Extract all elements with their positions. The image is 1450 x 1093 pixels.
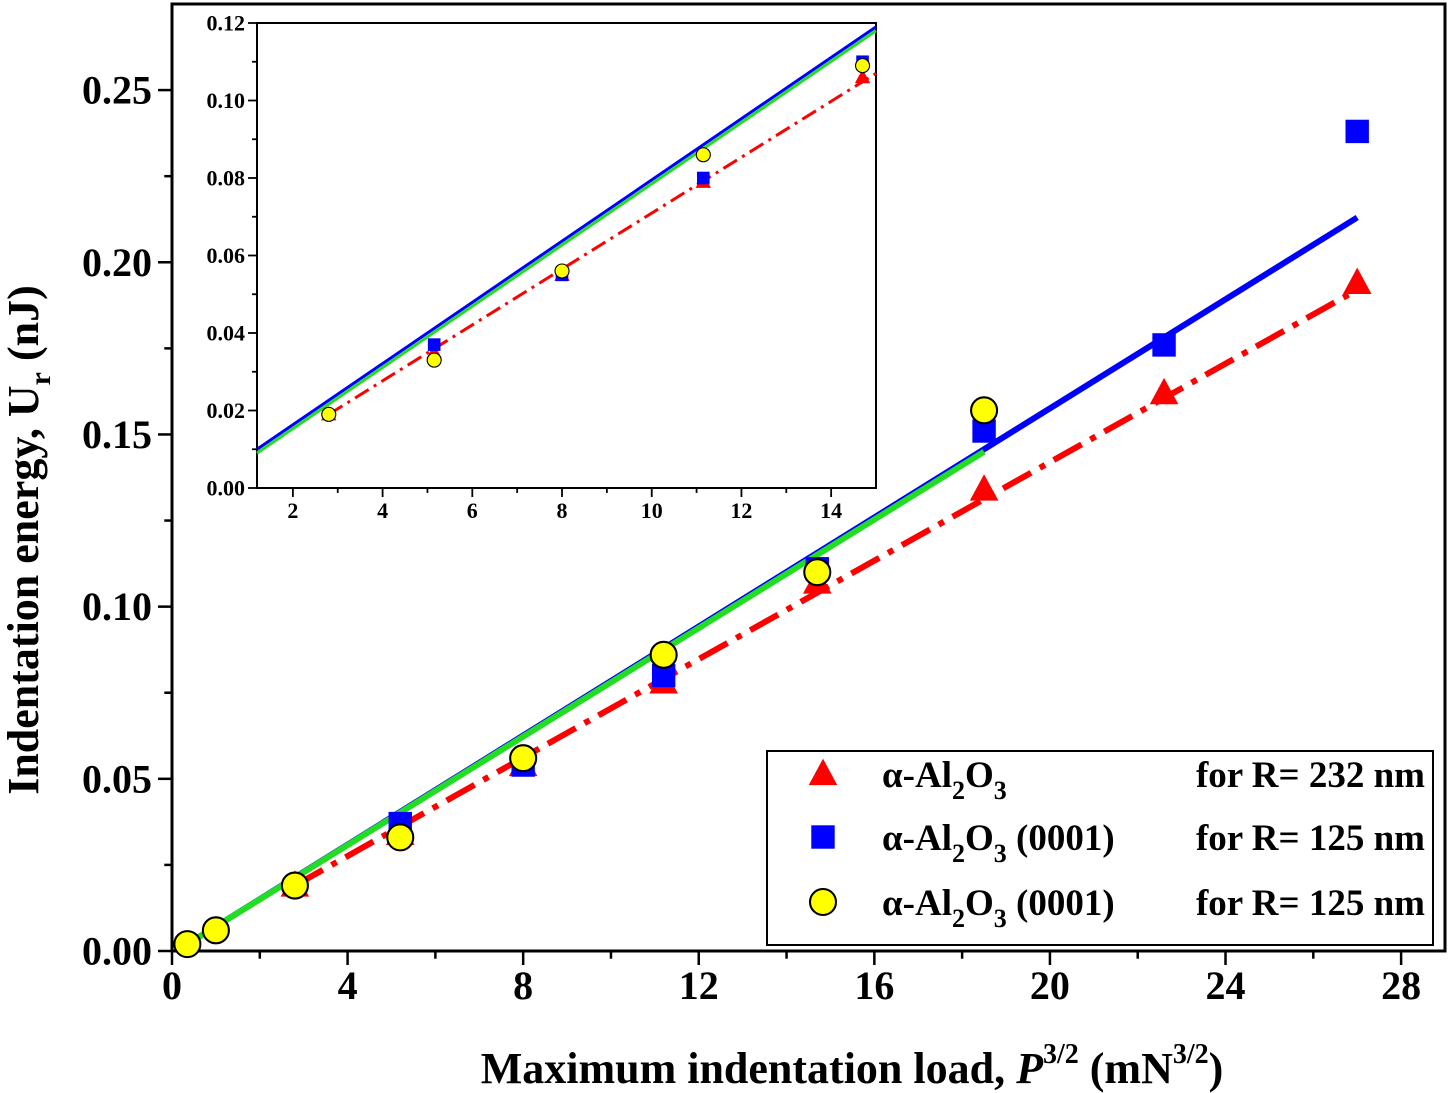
legend-box [766, 750, 1434, 946]
main-circle-point [280, 871, 309, 900]
main-y-tick-label: 0.20 [82, 240, 152, 285]
legend-marker-circle [808, 887, 838, 917]
main-x-tick-label: 16 [854, 963, 894, 1008]
inset-circle-point [321, 406, 337, 422]
main-triangle-point [1342, 267, 1372, 295]
inset-square-point [427, 338, 441, 351]
main-triangle-point [1149, 377, 1179, 405]
inset-x-tick-label: 6 [467, 498, 478, 523]
inset-y-tick-label: 0.00 [207, 475, 246, 500]
main-x-tick-label: 0 [162, 963, 182, 1008]
axis-titles: Maximum indentation load, P3/2 (mN3/2) In… [0, 285, 1223, 1093]
inset-green-fit-line [256, 29, 877, 455]
legend-label: α-Al2O3 [882, 755, 1007, 805]
legend-marker-square [811, 825, 835, 849]
inset-x-tick-label: 4 [377, 498, 388, 523]
legend-note: for R= 125 nm [1196, 818, 1425, 859]
main-circle-point [970, 396, 999, 425]
inset-y-tick-label: 0.12 [207, 10, 246, 35]
x-axis-title: Maximum indentation load, P3/2 (mN3/2) [481, 1039, 1224, 1093]
inset-square-point [697, 171, 710, 185]
main-y-tick-label: 0.10 [82, 584, 152, 629]
main-y-tick-label: 0.00 [82, 929, 152, 974]
main-x-tick-label: 24 [1206, 963, 1246, 1008]
main-y-tick-label: 0.25 [82, 68, 152, 113]
main-plot: 0 4 8 12 16 20 24 280.000.050.100.150.200.25 [82, 2, 1447, 1008]
inset-y-tick-label: 0.04 [207, 320, 246, 345]
inset-circle-point [426, 352, 442, 368]
inset-x-tick-label: 10 [641, 498, 663, 523]
inset-y-tick-label: 0.06 [207, 243, 246, 268]
inset-blue-fit-line [256, 25, 877, 451]
inset-x-tick-label: 2 [287, 498, 298, 523]
inset-y-tick-label: 0.10 [207, 88, 246, 113]
main-square-point [651, 663, 676, 688]
main-circle-point [509, 744, 538, 773]
main-y-tick-label: 0.15 [82, 412, 152, 457]
legend-note: for R= 125 nm [1196, 883, 1425, 924]
main-circle-point [173, 930, 202, 959]
main-x-tick-label: 20 [1030, 963, 1070, 1008]
main-square-point [1152, 333, 1176, 357]
inset-x-tick-label: 14 [820, 498, 842, 523]
main-circle-point [803, 558, 832, 587]
main-x-tick-label: 8 [513, 963, 533, 1008]
legend-label: α-Al2O3 (0001) [882, 818, 1115, 868]
main-square-point [972, 419, 996, 443]
main-x-tick-label: 12 [679, 963, 719, 1008]
legend: α-Al2O3 for R= 232 nm α-Al2O3 (0001) for R=… [766, 750, 1434, 946]
main-y-tick-label: 0.05 [82, 756, 152, 801]
legend-marker-triangle [808, 758, 838, 786]
legend-note: for R= 232 nm [1196, 755, 1425, 796]
inset-circle-point [554, 263, 570, 279]
main-x-tick-label: 4 [338, 963, 358, 1008]
main-circle-point [649, 640, 678, 669]
inset-x-tick-label: 8 [557, 498, 568, 523]
main-circle-point [201, 916, 230, 945]
main-green-fit-line [185, 449, 986, 947]
main-triangle-point [969, 474, 999, 501]
inset-x-tick-label: 12 [730, 498, 752, 523]
inset-y-tick-label: 0.08 [207, 165, 246, 190]
legend-label: α-Al2O3 (0001) [882, 883, 1115, 933]
y-axis-title: Indentation energy, Ur (nJ) [0, 285, 57, 795]
main-circle-point [386, 823, 415, 852]
inset-red-fit-line [327, 72, 877, 416]
inset-triangle-point [854, 69, 871, 84]
inset-circle-point [695, 147, 711, 163]
main-frame [170, 2, 1447, 953]
main-square-point [1345, 119, 1369, 144]
inset-plot: 2 4 6 8 10 12 14 0.00 0.02 0.04 0.06 0.08 0.10 0.12 [207, 10, 877, 523]
inset-y-tick-label: 0.02 [207, 398, 246, 423]
inset-circle-point [854, 58, 871, 74]
main-x-tick-label: 28 [1381, 963, 1421, 1008]
